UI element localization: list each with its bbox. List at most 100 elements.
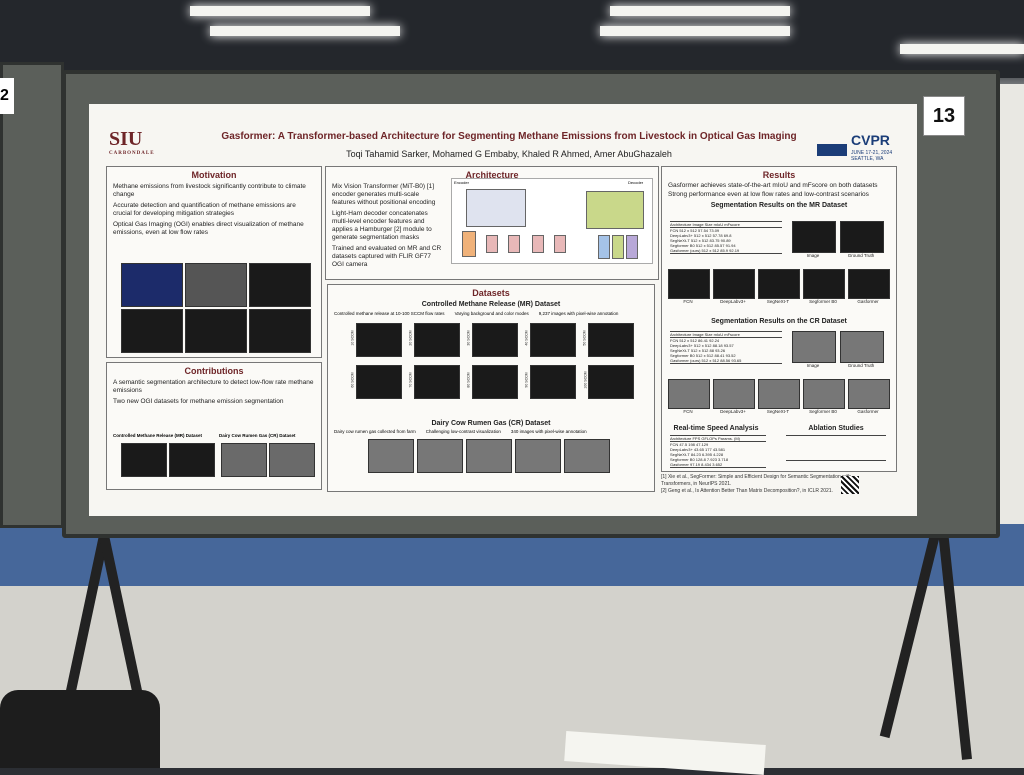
cr-sample-mask [269, 443, 315, 477]
results-bullet: Gasformer achieves state-of-the-art mIoU… [668, 182, 878, 189]
ogi-image [121, 263, 183, 307]
mr-sample-image: 70 SCCM [409, 365, 460, 399]
ogi-image [249, 263, 311, 307]
stage-block [462, 231, 476, 257]
neighbor-board [0, 62, 64, 528]
reference: [1] Xie et al., SegFormer: Simple and Ef… [661, 474, 851, 487]
table-row: Gasformer (ours) 512 x 512 85.9 92.19 [670, 248, 740, 253]
ogi-mask-image [185, 309, 247, 353]
result-image [848, 379, 890, 409]
mr-sample-image: 100 SCCM [584, 365, 634, 399]
result-caption: FCN [683, 409, 693, 414]
mr-results-table: Architecture Image Size mIoU mFscore FCN … [670, 221, 782, 254]
table-row: Gasformer (ours) 512 x 512 88.56 93.65 [670, 358, 742, 363]
cr-result-image [792, 331, 836, 363]
cr-result-ground-truth [840, 331, 884, 363]
mr-sample-mask [169, 443, 215, 477]
cr-results-table: Architecture Image Size mIoU mFscore FCN … [670, 331, 782, 364]
ceiling-light [210, 26, 400, 36]
cr-note: Challenging low-contrast visualization [425, 429, 501, 434]
encoder-block [466, 189, 526, 227]
table-row: FCN 512 x 512 86.41 92.24 [670, 338, 720, 343]
table-row: Segformer B0 128.8 7.923 3.718 [670, 457, 729, 462]
cr-sample-image [466, 439, 512, 473]
result-caption: Image [806, 253, 820, 258]
table-row: Segformer B0 512 x 512 85.57 91.94 [670, 243, 736, 248]
table-row: DeepLabv3+ 43.65 177 43.581 [670, 447, 726, 452]
datasets-panel: Datasets Controlled Methane Release (MR)… [327, 284, 655, 492]
mr-sample-image: 60 SCCM [351, 365, 402, 399]
siu-logo: SIU CARBONDALE [109, 128, 201, 160]
table-row: FCN 47.5 198 47.129 [670, 442, 709, 447]
result-image [803, 269, 845, 299]
table-row: Gasformer 97.19 8.434 3.652 [670, 462, 723, 467]
table-row: DeepLabv3+ 512 x 512 88.18 93.57 [670, 343, 734, 348]
siu-logo-sub: CARBONDALE [109, 151, 155, 156]
result-image [758, 269, 800, 299]
table-header: Architecture Image Size mIoU mFscore [670, 222, 782, 228]
flow-rate-label: 10 SCCM [350, 330, 355, 346]
table-row: FCN 512 x 512 57.54 73.09 [670, 228, 720, 233]
encoder-label: Encoder [454, 180, 469, 185]
decoder-block [586, 191, 644, 229]
result-caption: Gasformer [857, 299, 879, 304]
results-bullet: Strong performance even at low flow rate… [668, 191, 869, 198]
result-caption: DeepLabv3+ [720, 409, 746, 414]
ceiling-light [190, 6, 370, 16]
mr-note: Controlled methane release at 10-100 SCC… [334, 311, 445, 316]
ogi-mask-image [121, 309, 183, 353]
speed-table: Architecture FPS GFLOPs Params. (M) FCN 4… [670, 435, 766, 468]
results-heading: Results [762, 170, 796, 180]
stage-block [486, 235, 498, 253]
cvpr-logo-text: CVPR [851, 132, 890, 148]
ceiling-light [900, 44, 1024, 54]
qr-code-icon [841, 476, 859, 494]
flow-rate-label: 40 SCCM [524, 330, 529, 346]
flow-rate-label: 70 SCCM [408, 372, 413, 388]
poster-title: Gasformer: A Transformer-based Architect… [221, 131, 797, 142]
mr-dataset-title: Controlled Methane Release (MR) Dataset [421, 301, 561, 308]
mr-result-ground-truth [840, 221, 884, 253]
table-header: Architecture FPS GFLOPs Params. (M) [670, 436, 766, 442]
architecture-bullet: Trained and evaluated on MR and CR datas… [332, 245, 442, 268]
cr-sample-image [417, 439, 463, 473]
cr-sample-image [564, 439, 610, 473]
result-caption: Ground Truth [847, 363, 875, 368]
mr-sample-image: 30 SCCM [467, 323, 518, 357]
mr-results-heading: Segmentation Results on the MR Dataset [710, 202, 848, 209]
mr-note: Varying background and color modes [454, 311, 529, 316]
cr-note: Dairy cow rumen gas collected from farm [334, 429, 416, 434]
architecture-diagram: Encoder Decoder [451, 178, 653, 264]
hamburger-block [612, 235, 624, 259]
cvpr-logo-sub: JUNE 17-21, 2024 SEATTLE, WA [851, 150, 893, 162]
hamburger-block [626, 235, 638, 259]
ceiling-light [600, 26, 790, 36]
result-caption: Ground Truth [847, 253, 875, 258]
cr-sample-image [515, 439, 561, 473]
table-row: SegNeXt-T 512 x 512 88 93.26 [670, 348, 726, 353]
stage-block [532, 235, 544, 253]
motivation-panel: Motivation Methane emissions from livest… [106, 166, 322, 358]
hamburger-block [598, 235, 610, 259]
motivation-bullet: Accurate detection and quantification of… [113, 202, 296, 217]
mr-result-image [792, 221, 836, 253]
cr-sample-image [221, 443, 267, 477]
mr-sample-image [121, 443, 167, 477]
contributions-bullet: Two new OGI datasets for methane emissio… [113, 398, 284, 405]
stage-block [554, 235, 566, 253]
cr-dataset-label: Dairy Cow Rumen Gas (CR) Dataset [219, 433, 296, 438]
flow-rate-label: 20 SCCM [408, 330, 413, 346]
motivation-heading: Motivation [191, 170, 237, 180]
architecture-heading: Architecture [465, 170, 519, 180]
board-number: 13 [923, 96, 965, 136]
cvpr-logo: CVPR JUNE 17-21, 2024 SEATTLE, WA [817, 128, 893, 164]
architecture-bullet: Mix Vision Transformer (MiT-B0) [1] enco… [332, 183, 436, 206]
ablation-heading: Ablation Studies [808, 425, 864, 432]
result-caption: Segformer B0 [809, 409, 837, 414]
flow-rate-label: 50 SCCM [582, 330, 587, 346]
mr-sample-image: 80 SCCM [467, 365, 518, 399]
table-row: SegNeXt-T 84.23 6.395 4.228 [670, 452, 724, 457]
decoder-label: Decoder [628, 180, 644, 185]
stage-block [508, 235, 520, 253]
mr-sample-image: 40 SCCM [525, 323, 576, 357]
